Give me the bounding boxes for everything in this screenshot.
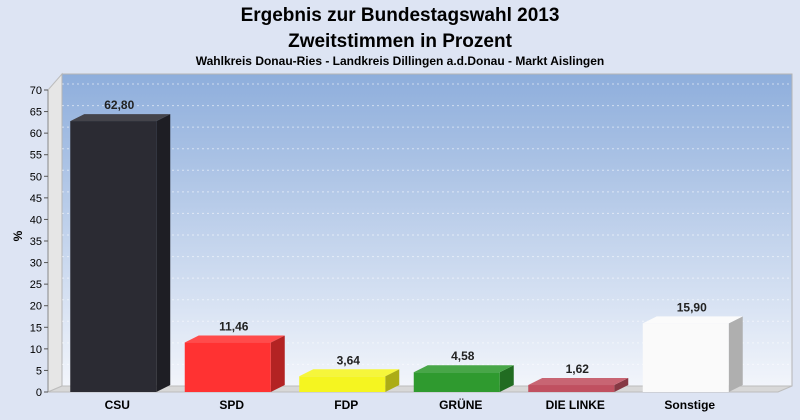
bar-side	[156, 114, 171, 392]
chart-title-line2: Zweitstimmen in Prozent	[288, 31, 512, 52]
bar-fdp	[299, 369, 400, 392]
y-tick-label: 25	[30, 279, 42, 291]
gridlines	[62, 83, 792, 365]
bar-front	[528, 385, 615, 392]
x-tick-label: DIE LINKE	[546, 398, 605, 412]
bar-front	[642, 323, 729, 392]
bar-front	[184, 342, 271, 392]
bar-die-linke	[528, 378, 629, 392]
y-tick-label: 60	[30, 128, 42, 140]
data-label: 3,64	[337, 353, 361, 367]
bar-top	[413, 365, 514, 373]
y-tick-label: 55	[30, 150, 42, 162]
bar-side	[270, 335, 285, 392]
y-tick-label: 45	[30, 193, 42, 205]
bar-top	[70, 114, 171, 122]
bars: 62,80 11,46 3,64 4,58 1,62 15,90	[70, 98, 743, 392]
x-tick-label: Sonstige	[664, 398, 715, 412]
y-tick-label: 10	[30, 344, 42, 356]
bar-side	[728, 316, 743, 392]
x-tick-label: FDP	[334, 398, 358, 412]
y-tick-label: 65	[30, 107, 42, 119]
bar-side	[614, 378, 629, 392]
data-label: 11,46	[219, 320, 249, 334]
y-tick-label: 15	[30, 322, 42, 334]
data-label: 4,58	[451, 349, 475, 363]
x-tick-label: SPD	[219, 398, 244, 412]
y-tick-label: 0	[36, 387, 42, 399]
x-axis: CSU SPD FDP GRÜNE DIE LINKE Sonstige	[105, 397, 716, 412]
data-label: 1,62	[566, 362, 590, 376]
y-axis-label: %	[11, 230, 25, 241]
bar-spd	[184, 335, 285, 392]
bar-front	[299, 376, 386, 392]
y-tick-label: 5	[36, 365, 42, 377]
bar-top	[184, 335, 285, 343]
y-tick-label: 20	[30, 301, 42, 313]
bar-top	[299, 369, 400, 377]
data-label: 62,80	[104, 98, 134, 112]
y-tick-label: 30	[30, 258, 42, 270]
y-tick-label: 50	[30, 171, 42, 183]
bar-grüne	[413, 365, 514, 392]
bar-top	[642, 316, 743, 324]
x-tick-label: GRÜNE	[439, 397, 482, 412]
chart-subtitle: Wahlkreis Donau-Ries - Landkreis Dilling…	[196, 54, 605, 68]
y-axis: 0 5 10 15 20 25 30 35 40 45 50 55 60 65 70	[30, 85, 48, 399]
bar-sonstige	[642, 316, 743, 392]
bar-side	[385, 369, 400, 392]
data-label: 15,90	[677, 300, 707, 314]
y-tick-label: 40	[30, 214, 42, 226]
bar-front	[70, 121, 157, 392]
bar-csu	[70, 114, 171, 392]
bar-side	[499, 365, 514, 392]
plot-side-wall	[47, 72, 63, 393]
x-tick-label: CSU	[105, 398, 130, 412]
y-tick-label: 70	[30, 85, 42, 97]
bar-top	[528, 378, 629, 386]
y-tick-label: 35	[30, 236, 42, 248]
bar-front	[413, 372, 500, 392]
chart-title: Ergebnis zur Bundestagswahl 2013	[241, 5, 560, 26]
